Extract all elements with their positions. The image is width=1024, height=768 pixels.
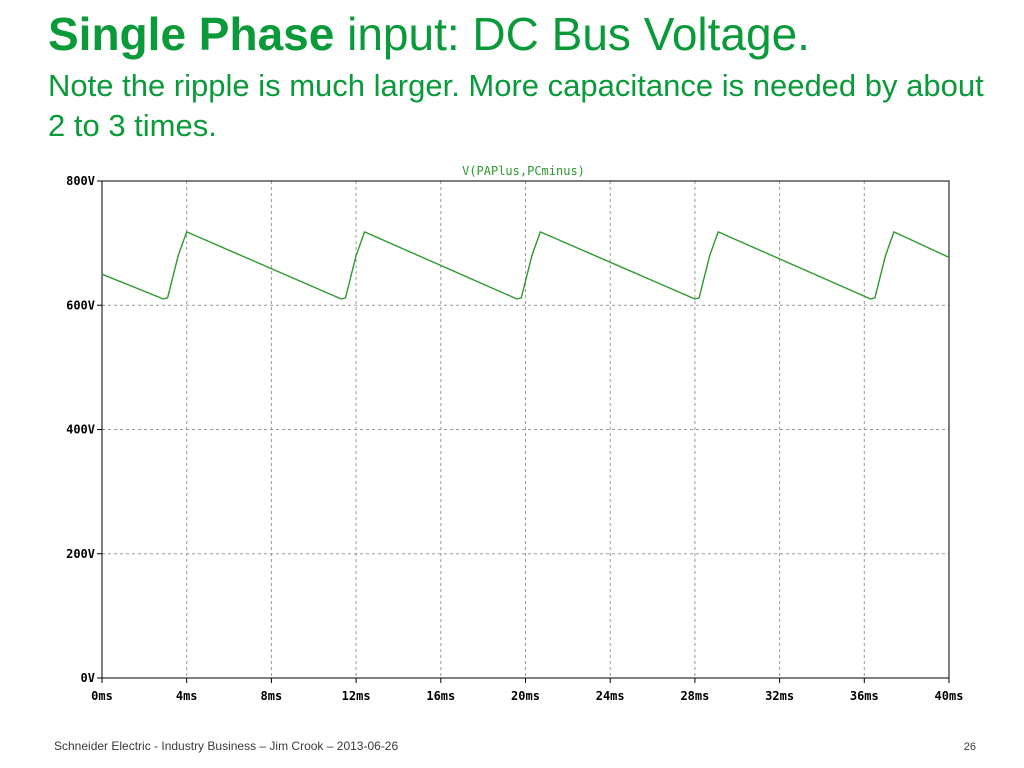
- x-tick-label: 28ms: [680, 689, 709, 703]
- slide-title-bold: Single Phase: [48, 8, 335, 60]
- slide-title-rest: input: DC Bus Voltage.: [334, 8, 810, 60]
- chart-grid: [102, 181, 949, 678]
- chart-title: V(PAPlus,PCminus): [462, 164, 585, 178]
- slide-title: Single Phase input: DC Bus Voltage.: [48, 6, 810, 62]
- x-tick-label: 36ms: [850, 689, 879, 703]
- x-tick-label: 12ms: [342, 689, 371, 703]
- x-tick-label: 0ms: [91, 689, 113, 703]
- y-tick-label: 200V: [66, 547, 95, 561]
- x-tick-label: 20ms: [511, 689, 540, 703]
- x-tick-label: 40ms: [935, 689, 964, 703]
- y-tick-label: 0V: [81, 671, 95, 685]
- x-tick-label: 24ms: [596, 689, 625, 703]
- page-number: 26: [963, 741, 976, 753]
- series-line-dc-bus-voltage: [101, 231, 950, 300]
- x-tick-label: 8ms: [261, 689, 283, 703]
- y-tick-label: 800V: [66, 174, 95, 188]
- y-tick-label: 600V: [66, 298, 95, 312]
- chart-ticks: 0ms 4ms 8ms 12ms 16ms 20ms 24ms 28ms 32ms 36ms 40m…: [66, 174, 963, 703]
- y-tick-label: 400V: [66, 423, 95, 437]
- voltage-chart: 0ms 4ms 8ms 12ms 16ms 20ms 24ms 28ms 32ms 36ms 40m…: [66, 164, 963, 703]
- x-tick-label: 4ms: [176, 689, 198, 703]
- x-tick-label: 16ms: [426, 689, 455, 703]
- x-tick-label: 32ms: [765, 689, 794, 703]
- slide-subtitle: Note the ripple is much larger. More cap…: [48, 68, 984, 143]
- footer-credit: Schneider Electric - Industry Business –…: [54, 739, 399, 753]
